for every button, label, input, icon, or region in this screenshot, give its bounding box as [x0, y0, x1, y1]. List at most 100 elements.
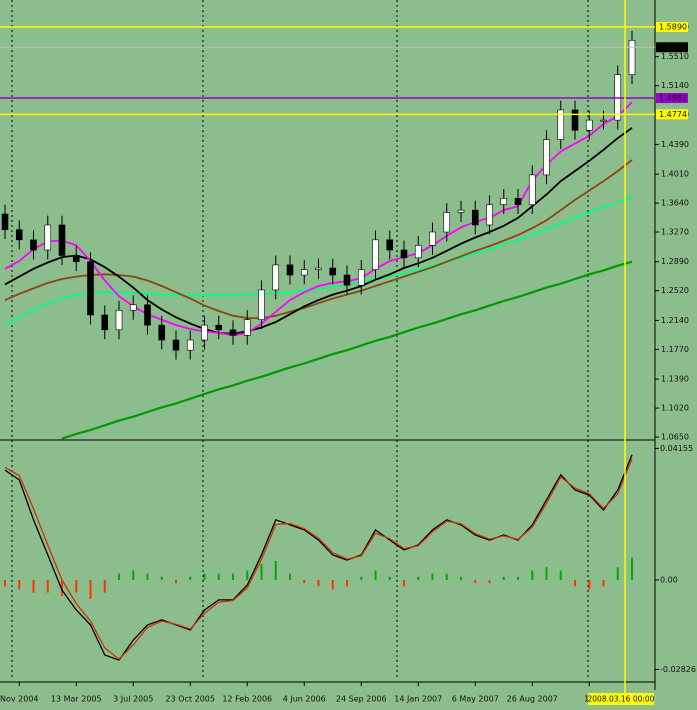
y-tick-label: 1.0650	[661, 433, 689, 442]
histogram-bar	[46, 579, 49, 593]
x-tick-label: 4 Jun 2006	[283, 695, 326, 704]
histogram-bar	[360, 576, 363, 580]
histogram-bar	[531, 570, 534, 580]
candle-body	[30, 239, 37, 251]
candle-body	[215, 324, 223, 331]
candle-body	[44, 224, 52, 251]
y-tick-label: 1.1390	[661, 375, 689, 384]
candle-body	[429, 231, 436, 246]
histogram-bar	[403, 579, 405, 587]
histogram-bar	[175, 579, 177, 584]
cursor-label: 2008.03.16 00:00	[588, 695, 655, 704]
candle-body	[443, 212, 451, 233]
histogram-bar	[545, 567, 548, 580]
histogram-bar	[303, 579, 306, 584]
histogram-bar	[260, 564, 263, 580]
histogram-bar	[602, 579, 605, 587]
y-tick-label: -0.02826	[660, 665, 696, 674]
candle-body	[400, 249, 408, 259]
candle-body	[229, 329, 237, 336]
y-tick-label: 1.5510	[661, 52, 689, 61]
horizontal-line-label-box	[656, 93, 688, 104]
histogram-bar	[203, 573, 206, 580]
candle-body	[300, 269, 308, 276]
histogram-bar	[574, 579, 576, 587]
y-tick-label: 0.04155	[660, 444, 693, 453]
histogram-bar	[474, 579, 477, 584]
last-price-box	[656, 42, 688, 53]
x-tick-label: Nov 2004	[0, 695, 39, 704]
histogram-bar	[289, 573, 291, 580]
histogram-bar	[103, 579, 106, 593]
candle-body	[557, 109, 565, 140]
candle-body	[172, 339, 180, 351]
histogram-bar	[232, 573, 234, 580]
candle-body	[186, 339, 194, 351]
candle-body	[87, 261, 94, 316]
candle-body	[115, 309, 123, 331]
histogram-bar	[388, 576, 391, 580]
candle-body	[357, 269, 365, 286]
histogram-bar	[189, 576, 192, 580]
x-tick-label: 12 Feb 2006	[222, 695, 272, 704]
x-tick-label: 13 Mar 2005	[51, 695, 102, 704]
y-tick-label: 0.00	[660, 575, 678, 584]
plot: 1.58901.55101.51401.47701.43901.40101.36…	[0, 21, 696, 704]
histogram-bar	[417, 576, 420, 580]
y-tick-label: 1.2890	[661, 257, 689, 266]
horizontal-line-label: 1.4774	[659, 110, 687, 119]
candle-body	[129, 304, 137, 311]
histogram-bar	[374, 570, 377, 580]
histogram-bar	[160, 576, 163, 580]
candle-body	[272, 264, 280, 291]
y-tick-label: 1.3270	[661, 228, 689, 237]
candle-body	[543, 139, 550, 176]
candle-body	[514, 198, 522, 205]
histogram-bar	[559, 570, 562, 580]
histogram-bar	[488, 579, 491, 584]
histogram-bar	[118, 573, 120, 580]
histogram-bar	[4, 579, 6, 587]
histogram-bar	[331, 579, 334, 590]
candle-body	[600, 119, 607, 122]
x-tick-label: 23 Oct 2005	[166, 695, 215, 704]
candle-body	[72, 255, 80, 263]
candle-body	[457, 209, 465, 213]
histogram-bar	[588, 579, 591, 590]
histogram-bar	[274, 560, 277, 580]
candle-body	[628, 39, 636, 76]
x-tick-label: 26 Aug 2007	[507, 695, 558, 704]
candle-body	[386, 239, 394, 251]
histogram-bar	[616, 567, 619, 580]
indicator-line	[4, 127, 633, 335]
histogram-bar	[61, 579, 63, 596]
candle-body	[528, 174, 536, 205]
y-tick-label: 1.1020	[661, 404, 689, 413]
histogram-bar	[246, 570, 249, 580]
histogram-bar	[431, 573, 434, 580]
horizontal-line-label-box	[656, 21, 688, 32]
histogram-bar	[146, 573, 149, 580]
y-tick-label: 1.4010	[661, 170, 689, 179]
candle-body	[585, 119, 593, 131]
candle-body	[343, 274, 351, 286]
indicator-line	[61, 260, 633, 440]
y-tick-label: 1.2140	[661, 316, 689, 325]
indicator-line	[4, 159, 633, 319]
histogram-bar	[317, 579, 320, 587]
histogram-bar	[32, 579, 35, 593]
histogram-bar	[75, 579, 78, 593]
candle-body	[372, 239, 379, 270]
histogram-bar	[89, 579, 92, 599]
y-tick-label: 1.3640	[661, 199, 689, 208]
candle-body	[571, 109, 579, 131]
indicator-line	[4, 196, 633, 326]
histogram-bar	[132, 570, 135, 580]
last-price-label: 1.5631	[659, 43, 687, 52]
y-tick-label: 1.4390	[661, 140, 689, 149]
histogram-bar	[445, 573, 448, 580]
candle-body	[286, 264, 294, 276]
histogram-bar	[502, 576, 505, 580]
candle-body	[500, 198, 508, 205]
